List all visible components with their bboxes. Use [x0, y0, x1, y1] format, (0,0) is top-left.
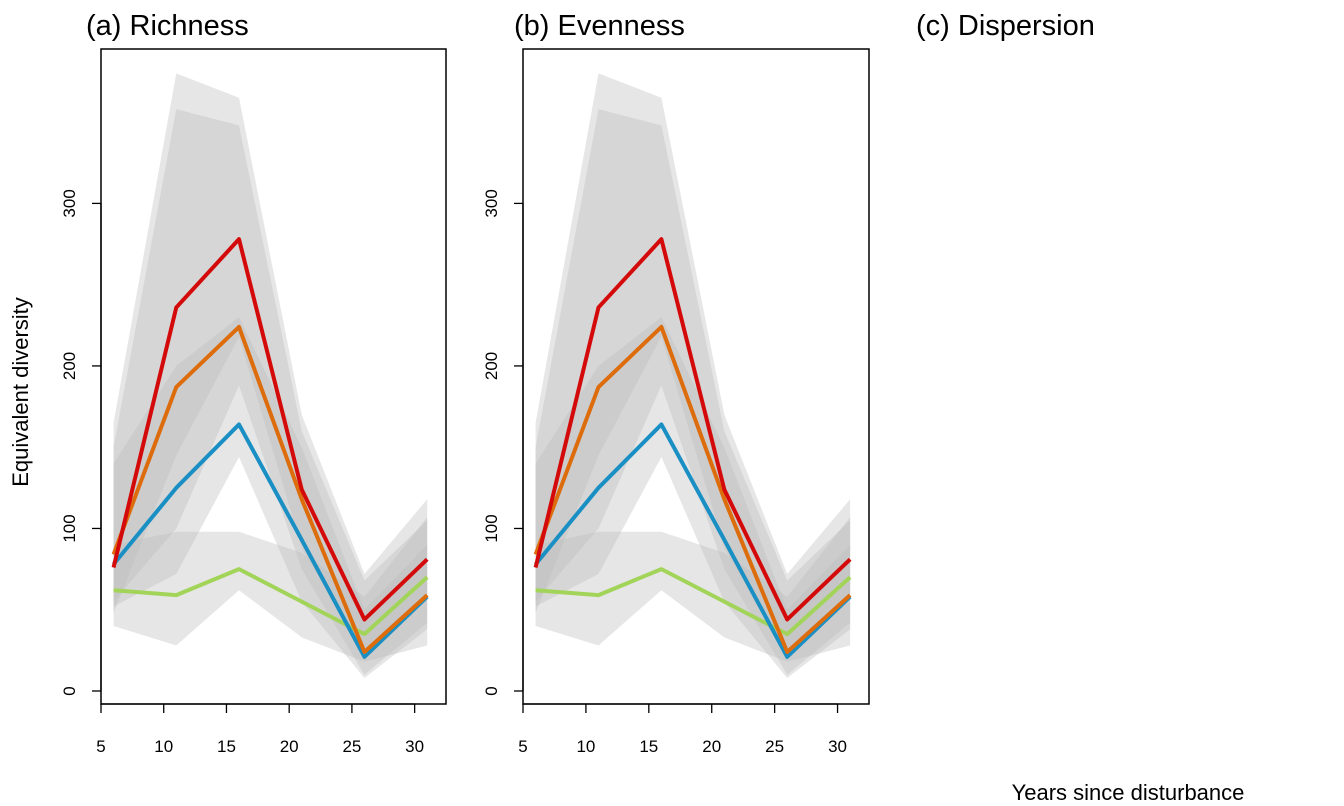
series-line-green [113, 567, 429, 637]
y-tick-label: 300 [482, 189, 501, 217]
y-tick-label: 0 [60, 686, 79, 695]
series-line-blue [534, 422, 852, 659]
y-tick-label: 0 [482, 686, 501, 695]
panel-title-richness: (a) Richness [86, 10, 249, 42]
x-tick-label: 10 [576, 737, 595, 756]
x-tick-label: 15 [217, 737, 236, 756]
x-tick-label: 15 [639, 737, 658, 756]
y-axis-label: Equivalent diversity [8, 297, 33, 487]
series-line-orange [111, 324, 429, 654]
x-tick-label: 25 [765, 737, 784, 756]
ci-band-orange [113, 109, 428, 675]
series-line-green [535, 567, 852, 637]
x-tick-label: 20 [280, 737, 299, 756]
x-tick-label: 30 [405, 737, 424, 756]
x-tick-label: 30 [828, 737, 847, 756]
x-tick-label: 5 [518, 737, 527, 756]
x-tick-label: 10 [154, 737, 173, 756]
x-tick-label: 5 [96, 737, 105, 756]
series-line-orange [533, 324, 852, 654]
y-tick-label: 100 [60, 514, 79, 542]
y-tick-label: 200 [60, 352, 79, 380]
x-axis-label: Years since disturbance [1012, 780, 1245, 805]
y-tick-label: 100 [482, 514, 501, 542]
ci-band-orange [535, 109, 851, 675]
panel-title-dispersion: (c) Dispersion [916, 10, 1095, 42]
panel-title-evenness: (b) Evenness [514, 10, 685, 42]
x-tick-label: 25 [342, 737, 361, 756]
y-tick-label: 200 [482, 352, 501, 380]
x-tick-label: 20 [702, 737, 721, 756]
series-line-red [111, 237, 429, 622]
series-line-red [533, 237, 852, 622]
series-line-blue [111, 422, 429, 659]
y-tick-label: 300 [60, 189, 79, 217]
